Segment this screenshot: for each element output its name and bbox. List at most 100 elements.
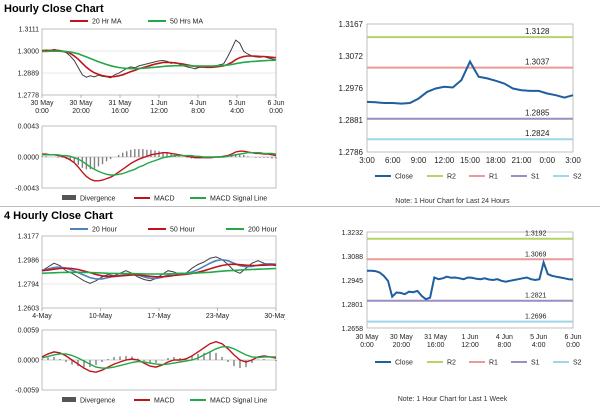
- hourly-pivot-ytick: 1.3167: [339, 20, 364, 29]
- hourly-pivot-xtick: 0:00: [539, 156, 555, 165]
- weekly-pivot-level-label-r2: 1.3192: [525, 231, 547, 238]
- four-hourly-macd-chart: 0.0059 0.0000 -0.0059 Divergence MACD MACD Si…: [15, 328, 277, 405]
- hourly-pivot-legend-r2: R2: [447, 174, 456, 181]
- weekly-pivot-xtick: 1 Jun 12:00: [461, 334, 479, 349]
- four-hourly-macd-legend-macd: MACD: [154, 398, 175, 405]
- hourly-pivot-level-label-s1: 1.2885: [525, 109, 550, 118]
- weekly-pivot-legend-close: Close: [395, 360, 413, 367]
- four-hourly-macd-ytick: 0.0000: [18, 358, 40, 365]
- hourly-price-series-price: [41, 39, 277, 79]
- four-hourly-price-xtick: 30-May: [264, 313, 285, 320]
- hourly-pivot-ytick: 1.2786: [339, 148, 364, 157]
- weekly-pivot-level-label-r1: 1.3069: [525, 251, 547, 258]
- hourly-pivot-plot-frame: [366, 23, 574, 153]
- weekly-pivot-ytick: 1.2658: [342, 326, 364, 333]
- weekly-pivot-legend-s1: S1: [531, 360, 540, 367]
- hourly-price-ytick: 1.3000: [18, 49, 40, 56]
- hourly-pivot-ytick: 1.3072: [339, 52, 364, 61]
- four-hourly-price-ytick: 1.2794: [18, 282, 40, 289]
- weekly-pivot-close-line: [367, 258, 574, 301]
- hourly-price-xtick: 1 Jun 12:00: [150, 100, 168, 115]
- hourly-pivot-xtick: 21:00: [511, 156, 532, 165]
- weekly-pivot-xtick: 6 Jun 0:00: [564, 334, 581, 349]
- weekly-pivot-xtick: 31 May 16:00: [424, 334, 447, 349]
- four-hourly-macd-macd-line: [41, 340, 277, 373]
- hourly-price-xtick: 30 May 0:00: [31, 100, 54, 115]
- four-hourly-price-legend-2: 200 Hour: [248, 227, 277, 234]
- weekly-pivot-xtick: 30 May 20:00: [390, 334, 413, 349]
- hourly-price-legend-1: 50 Hrs MA: [170, 19, 203, 26]
- four-hourly-price-ytick: 1.2986: [18, 258, 40, 265]
- hourly-macd-ytick: 0.0043: [18, 124, 40, 131]
- weekly-pivot-ytick: 1.3088: [342, 254, 364, 261]
- four-hourly-macd-legend-signal: MACD Signal Line: [210, 398, 267, 405]
- hourly-pivot-xtick: 3:00: [565, 156, 581, 165]
- four-hourly-price-ytick: 1.3177: [18, 234, 40, 241]
- hourly-price-xtick: 5 Jun 4:00: [228, 100, 245, 115]
- hourly-price-ytick: 1.3111: [19, 27, 39, 34]
- hourly-pivot-ytick: 1.2881: [339, 116, 364, 125]
- hourly-macd-chart: 0.0043 0.0000 -0.0043 Divergence MACD MACD Si…: [15, 124, 277, 203]
- weekly-pivot-level-label-s1: 1.2821: [525, 293, 547, 300]
- hourly-price-ytick: 1.2889: [18, 71, 40, 78]
- hourly-pivot-xtick: 12:00: [434, 156, 455, 165]
- hourly-price-ytick: 1.2778: [18, 93, 40, 100]
- weekly-pivot-ytick: 1.3232: [342, 230, 364, 237]
- weekly-pivot-legend-s2: S2: [573, 360, 582, 367]
- four-hourly-macd-legend-divergence-swatch: [62, 397, 76, 402]
- weekly-pivot-ytick: 1.2945: [342, 278, 364, 285]
- hourly-macd-legend-signal: MACD Signal Line: [210, 196, 267, 203]
- four-hourly-price-legend-0: 20 Hour: [92, 227, 118, 234]
- hourly-macd-legend-divergence-swatch: [62, 195, 76, 200]
- hourly-macd-signal-line: [42, 152, 277, 176]
- four-hourly-price-xtick: 10-May: [89, 313, 113, 320]
- hourly-pivot-xtick: 3:00: [359, 156, 375, 165]
- four-hourly-macd-signal-line: [41, 346, 276, 369]
- four-hourly-macd-ytick: -0.0059: [15, 388, 39, 395]
- hourly-macd-ytick: 0.0000: [18, 155, 40, 162]
- hourly-price-xtick: 30 May 20:00: [70, 100, 93, 115]
- hourly-pivot-legend-s2: S2: [573, 174, 582, 181]
- hourly-pivot-level-label-r1: 1.3037: [525, 58, 550, 67]
- hourly-price-xtick: 31 May 16:00: [109, 100, 132, 115]
- hourly-price-xtick: 6 Jun 0:00: [267, 100, 284, 115]
- weekly-pivot-note: Note: 1 Hour Chart for Last 1 Week: [397, 396, 508, 403]
- hourly-pivot-note: Note: 1 Hour Chart for Last 24 Hours: [395, 198, 510, 205]
- hourly-pivot-level-label-r2: 1.3128: [525, 27, 550, 36]
- weekly-pivot-chart: 1.3232 1.3088 1.2945 1.2801 1.2658 1.3192 1.30…: [342, 230, 582, 367]
- four-hourly-macd-ytick: 0.0059: [18, 328, 40, 335]
- four-hourly-price-series-50-hour: [41, 263, 277, 278]
- hourly-price-xtick: 4 Jun 8:00: [189, 100, 206, 115]
- hourly-chart-title: Hourly Close Chart: [4, 3, 104, 15]
- weekly-pivot-level-label-s2: 1.2696: [525, 314, 547, 321]
- weekly-pivot-xtick: 5 Jun 4:00: [530, 334, 547, 349]
- four-hourly-price-xtick: 4-May: [32, 313, 52, 320]
- hourly-macd-macd-line: [42, 150, 277, 182]
- hourly-pivot-legend-r1: R1: [489, 174, 498, 181]
- hourly-price-series-20-hr-ma: [41, 49, 277, 78]
- weekly-pivot-ytick: 1.2801: [342, 302, 364, 309]
- four-hourly-price-xtick: 23-May: [206, 313, 230, 320]
- hourly-price-series-50-hrs-ma: [42, 50, 277, 70]
- hourly-pivot-xtick: 15:00: [460, 156, 481, 165]
- four-hourly-macd-legend-divergence: Divergence: [80, 398, 116, 405]
- hourly-pivot-legend-close: Close: [395, 174, 413, 181]
- hourly-macd-legend-divergence: Divergence: [80, 196, 116, 203]
- hourly-pivot-ytick: 1.2976: [339, 84, 364, 93]
- four-hourly-price-legend-1: 50 Hour: [170, 227, 196, 234]
- hourly-pivot-legend-s1: S1: [531, 174, 540, 181]
- weekly-pivot-legend-r2: R2: [447, 360, 456, 367]
- four-hourly-price-series-200-hour: [41, 267, 277, 275]
- weekly-pivot-xtick: 4 Jun 8:00: [496, 334, 513, 349]
- hourly-pivot-xtick: 18:00: [486, 156, 507, 165]
- hourly-pivot-chart: 1.3167 1.3072 1.2976 1.2881 1.2786 1.3128 1.30…: [339, 20, 582, 181]
- hourly-macd-ytick: -0.0043: [15, 186, 39, 193]
- four-hourly-price-ytick: 1.2603: [18, 306, 40, 313]
- hourly-pivot-close-line: [366, 59, 574, 105]
- weekly-pivot-legend-r1: R1: [489, 360, 498, 367]
- hourly-pivot-xtick: 6:00: [385, 156, 401, 165]
- hourly-pivot-xtick: 9:00: [411, 156, 427, 165]
- weekly-pivot-xtick: 30 May 0:00: [356, 334, 379, 349]
